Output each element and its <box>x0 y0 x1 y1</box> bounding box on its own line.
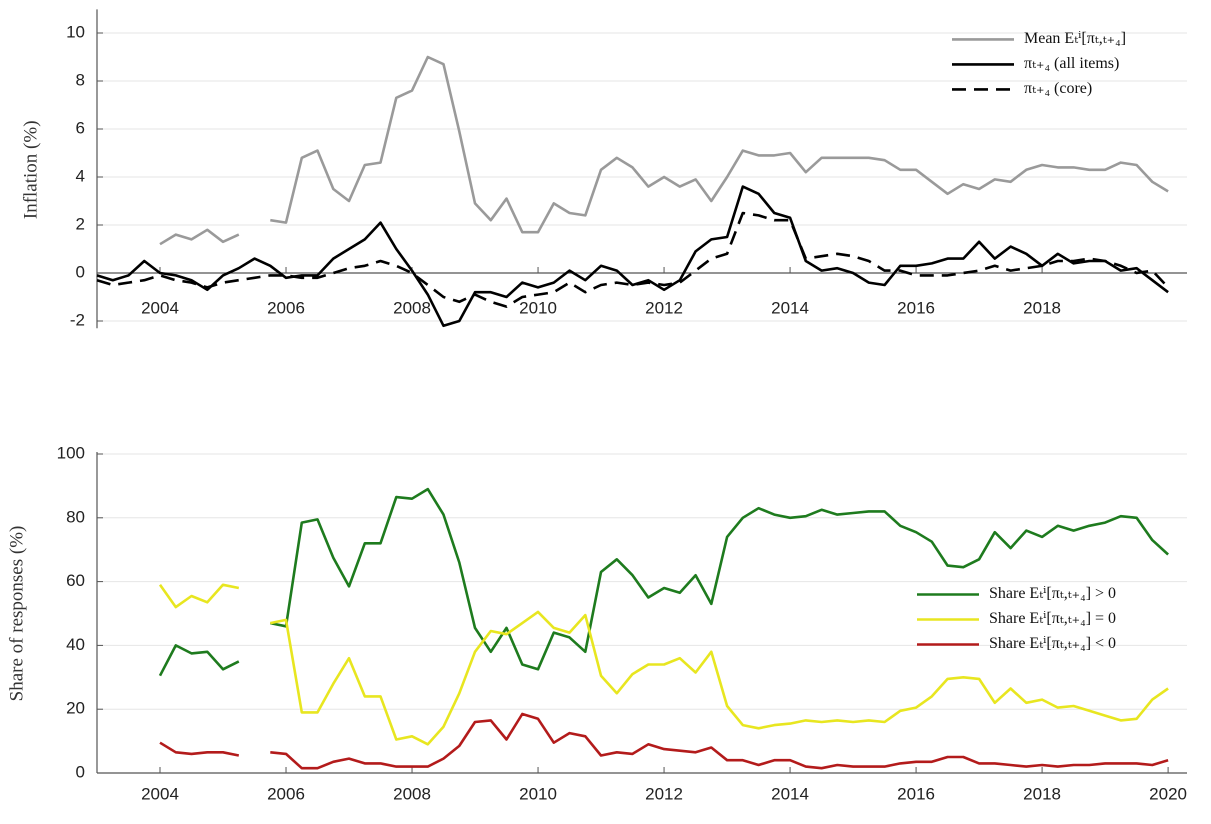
legend-label: πₜ₊₄ (core) <box>1024 80 1092 97</box>
legend-label: Share Eₜⁱ[πₜ,ₜ₊₄] > 0 <box>989 585 1116 602</box>
y-tick-label: 100 <box>57 443 85 462</box>
x-tick-label: 2004 <box>141 298 179 317</box>
y-tick-label: 20 <box>66 699 85 718</box>
series-line <box>158 487 1169 677</box>
x-tick-label: 2004 <box>141 784 179 803</box>
y-tick-label: 60 <box>66 571 85 590</box>
series-line <box>96 185 1169 328</box>
y-tick-label: 8 <box>76 70 85 89</box>
x-tick-label: 2008 <box>393 784 431 803</box>
x-tick-label: 2018 <box>1023 298 1061 317</box>
x-tick-label: 2012 <box>645 784 683 803</box>
y-tick-label: -2 <box>70 310 85 329</box>
y-tick-label: 6 <box>76 118 85 137</box>
x-tick-label: 2012 <box>645 298 683 317</box>
x-tick-label: 2018 <box>1023 784 1061 803</box>
y-axis-label: Inflation (%) <box>20 120 41 219</box>
x-tick-label: 2008 <box>393 298 431 317</box>
x-tick-label: 2006 <box>267 784 305 803</box>
x-tick-label: 2010 <box>519 298 557 317</box>
legend-label: Share Eₜⁱ[πₜ,ₜ₊₄] = 0 <box>989 610 1116 627</box>
series-line <box>158 583 1169 746</box>
y-tick-label: 40 <box>66 635 85 654</box>
y-tick-label: 2 <box>76 214 85 233</box>
x-tick-label: 2010 <box>519 784 557 803</box>
series-line <box>159 55 1169 246</box>
y-tick-label: 80 <box>66 507 85 526</box>
series-line <box>159 712 1169 770</box>
legend-label: Mean Eₜⁱ[πₜ,ₜ₊₄] <box>1024 30 1126 47</box>
series-line <box>96 211 1170 308</box>
y-tick-label: 4 <box>76 166 85 185</box>
y-axis-label: Share of responses (%) <box>6 526 27 702</box>
x-tick-label: 2016 <box>897 298 935 317</box>
y-tick-label: 10 <box>66 22 85 41</box>
y-tick-label: 0 <box>76 262 85 281</box>
x-tick-label: 2014 <box>771 298 809 317</box>
x-tick-label: 2016 <box>897 784 935 803</box>
x-tick-label: 2006 <box>267 298 305 317</box>
x-tick-label: 2020 <box>1149 784 1187 803</box>
y-tick-label: 0 <box>76 762 85 781</box>
x-tick-label: 2014 <box>771 784 809 803</box>
legend-label: Share Eₜⁱ[πₜ,ₜ₊₄] < 0 <box>989 635 1116 652</box>
legend-label: πₜ₊₄ (all items) <box>1024 55 1119 72</box>
